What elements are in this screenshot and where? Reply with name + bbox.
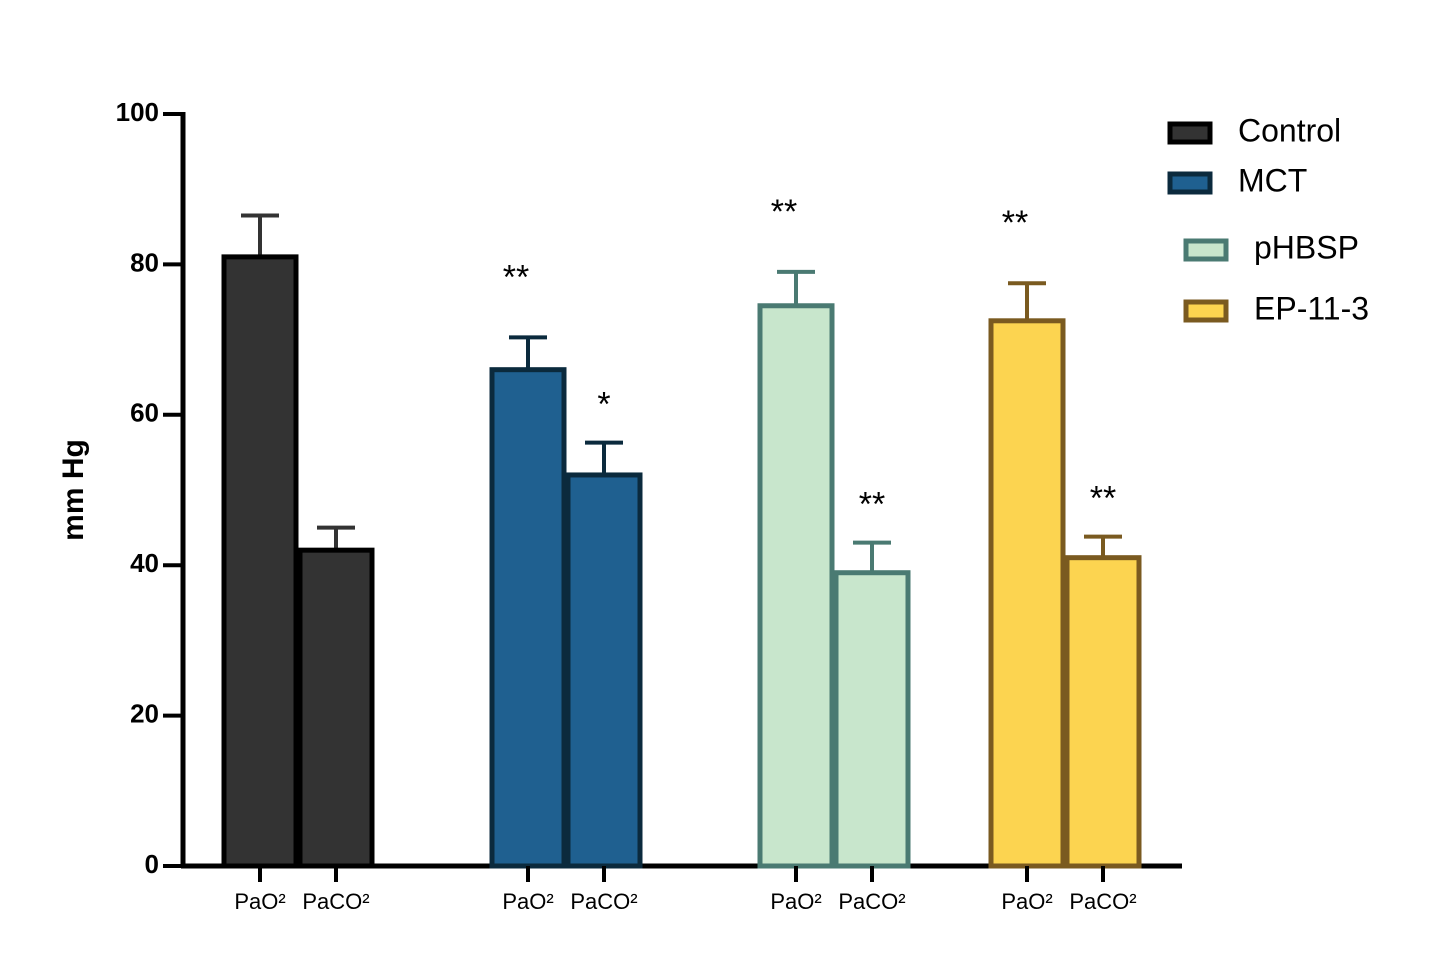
y-tick-label: 40 xyxy=(130,548,159,578)
x-tick-label: PaO² xyxy=(770,889,821,914)
bar xyxy=(1064,555,1142,869)
x-tick-label: PaO² xyxy=(1001,889,1052,914)
y-tick-label: 60 xyxy=(130,398,159,428)
significance: * xyxy=(597,386,610,424)
bar xyxy=(833,570,911,869)
legend-swatch xyxy=(1183,299,1229,323)
legend-swatch xyxy=(1167,171,1213,195)
legend-label: Control xyxy=(1238,112,1341,148)
y-tick-label: 20 xyxy=(130,698,159,728)
x-tick-label: PaCO² xyxy=(570,889,637,914)
bar xyxy=(297,547,375,869)
x-tick-label: PaO² xyxy=(502,889,553,914)
significance: ** xyxy=(503,258,529,296)
bar xyxy=(221,254,299,869)
y-tick-label: 0 xyxy=(145,849,159,879)
y-axis-label: mm Hg xyxy=(57,439,90,541)
x-tick-label: PaCO² xyxy=(1069,889,1136,914)
significance: ** xyxy=(771,193,797,231)
bar xyxy=(988,318,1066,869)
legend-label: pHBSP xyxy=(1254,229,1359,265)
bar xyxy=(565,472,643,869)
significance: ** xyxy=(1002,204,1028,242)
significance: ** xyxy=(1090,480,1116,518)
x-tick-label: PaCO² xyxy=(838,889,905,914)
legend-swatch xyxy=(1183,238,1229,262)
y-tick-label: 80 xyxy=(130,247,159,277)
significance: ** xyxy=(859,486,885,524)
legend-swatch xyxy=(1167,121,1213,145)
x-tick-label: PaCO² xyxy=(302,889,369,914)
y-tick-label: 100 xyxy=(116,97,159,127)
bar xyxy=(757,303,835,869)
legend-label: EP-11-3 xyxy=(1254,290,1369,326)
legend-label: MCT xyxy=(1238,162,1307,198)
bar xyxy=(489,367,567,869)
x-tick-label: PaO² xyxy=(234,889,285,914)
